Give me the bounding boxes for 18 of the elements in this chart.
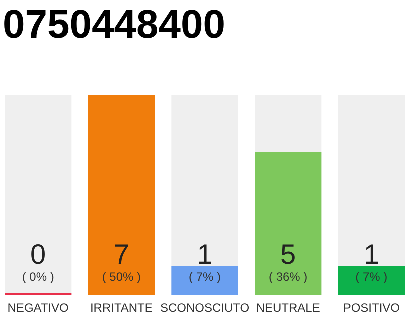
bar [338,266,405,295]
data-label: 1 [197,239,213,270]
annotation: ( 7% ) [188,270,222,284]
annotation: ( 50% ) [102,270,142,284]
x-tick-label: POSITIVO [343,301,400,315]
x-tick-label: IRRITANTE [90,301,153,315]
annotation: ( 36% ) [268,270,308,284]
chart-title: 0750448400 [3,3,226,47]
x-tick-label: NEGATIVO [8,301,69,315]
data-label: 5 [280,239,296,270]
x-tick-label: NEUTRALE [256,301,320,315]
data-label: 0 [30,239,46,270]
bar [172,266,238,295]
annotation: ( 0% ) [22,270,54,284]
x-tick-label: SCONOSCIUTO [160,301,250,315]
data-label: 7 [114,239,130,270]
annotation: ( 7% ) [356,270,388,284]
data-label: 1 [364,239,380,270]
